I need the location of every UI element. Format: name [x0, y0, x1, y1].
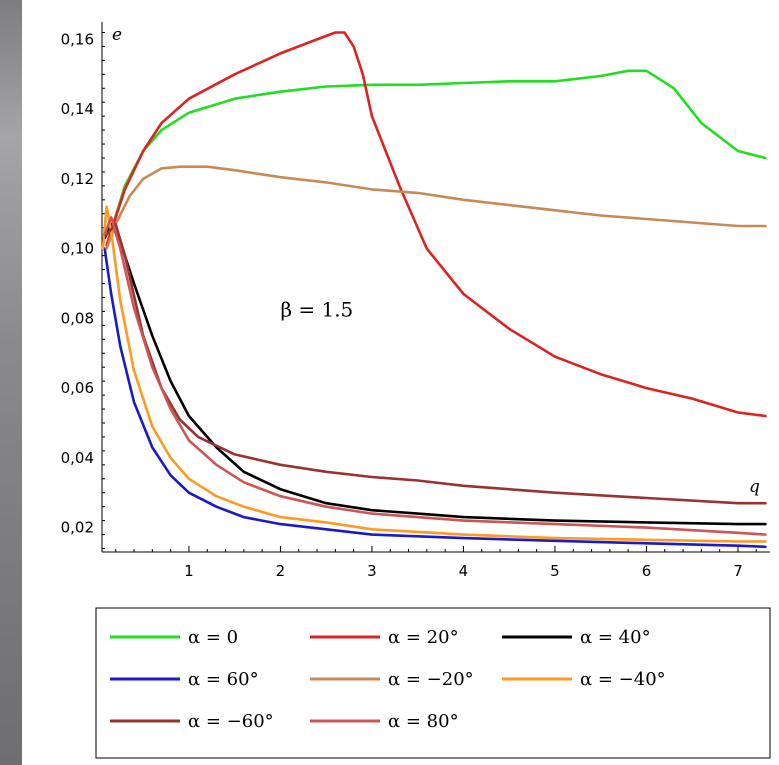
legend-label-6: α = −60°: [188, 711, 274, 732]
chart-panel: 1 2 3 4 5 6 7 0,02 0,04 0,06 0,08 0,10 0,12 0,14 0,16 e…: [22, 0, 779, 765]
x-tick-label: 1: [184, 562, 194, 580]
legend-label-0: α = 0: [188, 627, 238, 648]
legend: α = 0 α = 20° α = 40° α = 60° α = −20° α = −4…: [95, 607, 771, 759]
legend-box: [95, 607, 771, 759]
legend-label-4: α = −20°: [388, 669, 474, 690]
legend-label-1: α = 20°: [388, 627, 459, 648]
y-tick-label: 0,16: [61, 30, 94, 48]
legend-label-2: α = 40°: [580, 627, 651, 648]
series-line-4: [105, 165, 767, 250]
series-line-0: [105, 69, 767, 247]
y-tick-label: 0,10: [61, 240, 94, 258]
x-axis-label: q: [749, 477, 760, 497]
legend-label-3: α = 60°: [188, 669, 259, 690]
y-axis-label: e: [112, 25, 122, 45]
y-tick-label: 0,08: [61, 309, 94, 327]
y-tick-label: 0,02: [61, 519, 94, 537]
series-lines: [101, 31, 767, 549]
x-tick-label: 7: [733, 562, 743, 580]
series-line-3: [103, 247, 767, 549]
x-tick-label: 2: [276, 562, 286, 580]
series-line-1: [105, 31, 767, 418]
series-line-6: [105, 222, 767, 505]
x-tick-label: 6: [642, 562, 652, 580]
background-edge: [0, 0, 22, 765]
x-tick-label: 5: [550, 562, 560, 580]
series-line-5: [101, 205, 767, 543]
axes: [101, 22, 770, 553]
chart-text: 1 2 3 4 5 6 7 0,02 0,04 0,06 0,08 0,10 0,12 0,14 0,16 e…: [61, 25, 760, 580]
series-line-2: [103, 222, 767, 526]
beta-annotation: β = 1.5: [280, 298, 353, 322]
y-tick-label: 0,12: [61, 170, 94, 188]
legend-label-7: α = 80°: [388, 711, 459, 732]
legend-label-5: α = −40°: [580, 669, 666, 690]
line-chart: 1 2 3 4 5 6 7 0,02 0,04 0,06 0,08 0,10 0,12 0,14 0,16 e…: [61, 22, 771, 759]
x-tick-label: 3: [367, 562, 377, 580]
y-tick-label: 0,04: [61, 449, 94, 467]
series-line-7: [103, 216, 767, 536]
y-tick-label: 0,06: [61, 379, 94, 397]
x-tick-label: 4: [459, 562, 469, 580]
y-tick-label: 0,14: [61, 100, 94, 118]
